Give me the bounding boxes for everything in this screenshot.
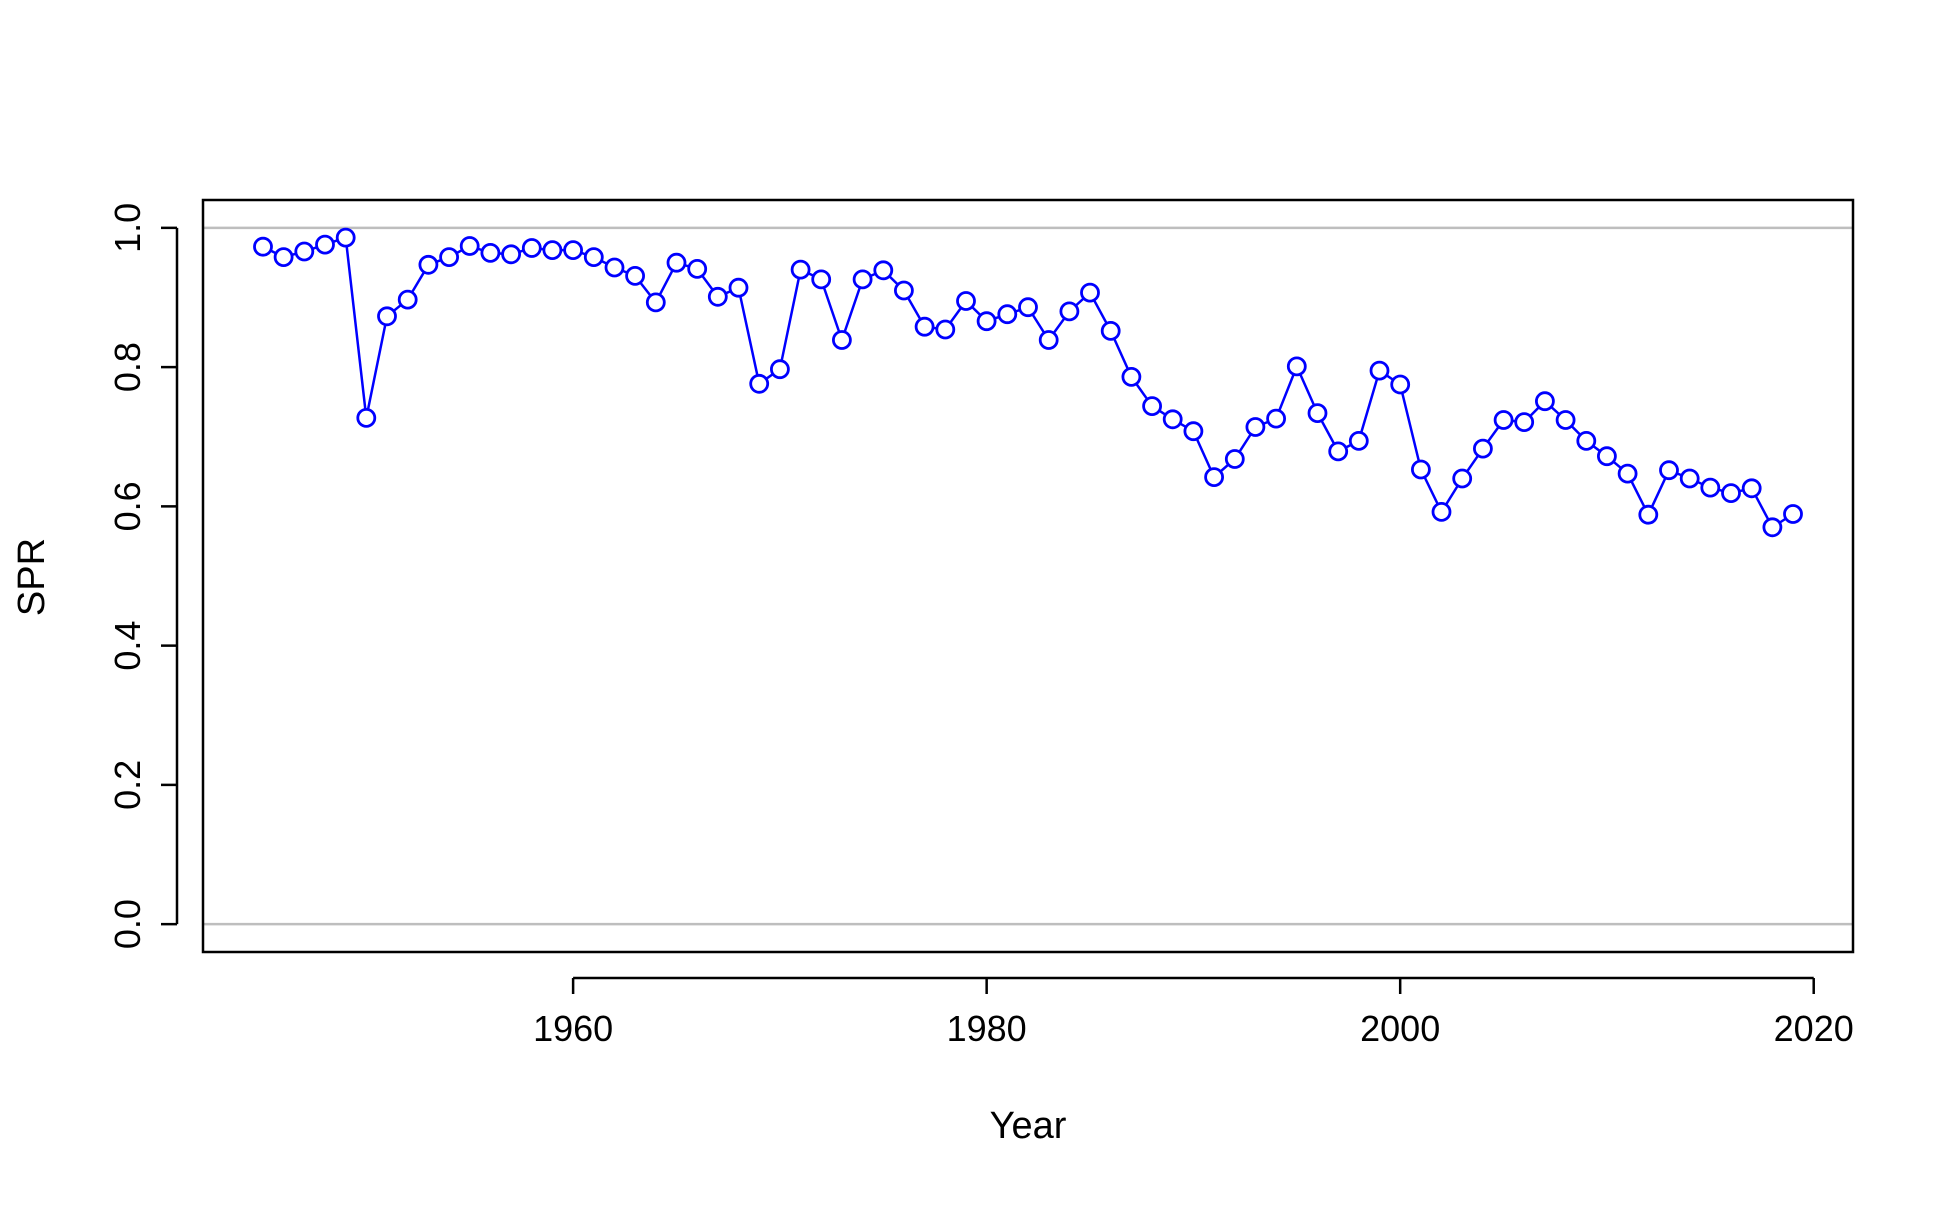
data-point (1411, 459, 1431, 480)
x-tick-label: 1960 (533, 1008, 613, 1049)
y-tick-label: 0.2 (107, 760, 148, 810)
data-point (1162, 409, 1183, 430)
reference-lines (203, 226, 1853, 926)
data-point (728, 277, 749, 298)
data-point (811, 269, 832, 290)
data-point (1473, 438, 1493, 459)
data-point (770, 359, 790, 380)
x-axis-label: Year (990, 1105, 1067, 1147)
data-point (1018, 297, 1038, 318)
data-point (1328, 441, 1349, 462)
data-point (294, 241, 315, 262)
data-point (894, 280, 914, 301)
data-point (1266, 408, 1286, 429)
data-point (852, 269, 873, 290)
data-point (625, 265, 645, 286)
data-point (1638, 504, 1659, 525)
data-point (253, 236, 273, 257)
data-point (356, 407, 377, 428)
data-point (1679, 468, 1700, 489)
data-point (1142, 396, 1162, 417)
data-point (418, 254, 439, 275)
data-point (1245, 417, 1266, 437)
data-point (666, 252, 687, 273)
data-point (1700, 477, 1721, 498)
data-point (1597, 446, 1617, 467)
data-point (832, 330, 852, 350)
data-point (542, 240, 563, 261)
data-point (273, 247, 294, 268)
data-point (1617, 463, 1638, 484)
data-point (604, 257, 625, 278)
data-point (1762, 517, 1783, 538)
data-point (997, 304, 1018, 325)
data-point (1307, 403, 1328, 424)
data-point (1783, 504, 1803, 524)
data-point (335, 227, 356, 248)
data-point (377, 306, 397, 327)
plot-frame (201, 198, 1855, 954)
data-point (1576, 430, 1597, 451)
data-point (315, 234, 335, 255)
data-point (1493, 410, 1514, 430)
y-tick-label: 0.4 (107, 621, 148, 671)
data-point (1348, 430, 1369, 451)
data-point (1224, 449, 1245, 469)
data-point (459, 236, 480, 256)
data-point (397, 289, 418, 310)
data-point (1431, 501, 1452, 522)
data-point (707, 286, 728, 307)
data-point (1080, 282, 1100, 303)
data-point (1121, 366, 1142, 387)
data-point (687, 258, 708, 279)
data-point (583, 247, 604, 268)
data-point (1535, 391, 1555, 412)
data-point (956, 291, 976, 311)
data-point (1514, 412, 1535, 433)
y-tick-label: 0.6 (107, 481, 148, 531)
data-point (749, 373, 770, 394)
data-point (1721, 483, 1741, 504)
y-tick-label: 0.0 (107, 899, 148, 949)
x-tick-label: 2020 (1774, 1008, 1854, 1049)
data-point (790, 259, 811, 280)
y-axis-label: SPR (11, 538, 53, 616)
y-axis: 0.0 0.2 0.4 0.6 0.8 1.0 (107, 203, 179, 949)
data-point (439, 247, 460, 268)
data-point (1100, 320, 1121, 341)
data-point (935, 319, 956, 340)
series-layer (253, 227, 1803, 538)
data-point (1369, 360, 1390, 381)
series-line (262, 235, 1794, 530)
x-axis: 1960 1980 2000 2020 (533, 976, 1854, 1049)
data-point (1741, 478, 1762, 499)
data-point (1286, 356, 1307, 377)
data-point (1204, 467, 1224, 488)
data-point (645, 292, 666, 313)
data-point (1555, 410, 1576, 430)
data-point (1038, 330, 1059, 350)
data-point (521, 238, 542, 258)
data-point (1390, 374, 1411, 395)
data-point (914, 316, 935, 337)
data-point (1183, 421, 1204, 442)
data-point (1059, 301, 1080, 322)
data-point (873, 260, 894, 281)
y-tick-label: 1.0 (107, 203, 148, 253)
y-tick-label: 0.8 (107, 342, 148, 392)
data-point (976, 311, 997, 332)
data-point (501, 244, 522, 265)
data-point (563, 240, 583, 261)
data-point (480, 242, 501, 263)
data-point (1659, 460, 1679, 481)
x-tick-label: 2000 (1360, 1008, 1440, 1049)
data-point (1452, 468, 1473, 489)
x-tick-label: 1980 (947, 1008, 1027, 1049)
